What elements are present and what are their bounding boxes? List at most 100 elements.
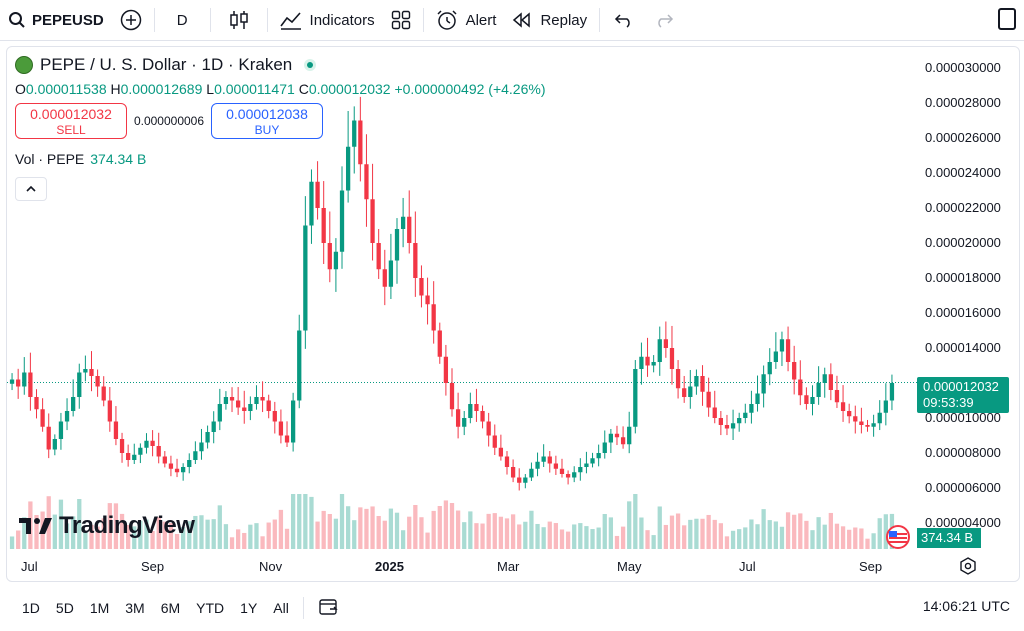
range-1y[interactable]: 1Y (240, 600, 258, 616)
candle-body (297, 330, 302, 401)
candle-body (779, 339, 785, 352)
goto-date-button[interactable] (310, 597, 348, 620)
candle-body (627, 426, 632, 445)
range-5d[interactable]: 5D (55, 600, 74, 616)
rewind-icon (512, 12, 532, 28)
chart-settings-button[interactable] (959, 557, 977, 578)
volume-bar (327, 514, 332, 549)
compare-symbol-button[interactable] (112, 0, 150, 40)
candle-body (602, 442, 607, 453)
volume-bar (792, 514, 797, 549)
volume-bar (370, 506, 375, 549)
candle-body (657, 339, 662, 362)
volume-bar (16, 530, 21, 549)
volume-bar (840, 526, 846, 549)
candle-body (877, 412, 882, 424)
volume-bar (193, 515, 198, 549)
bottom-toolbar: 1D 5D 1M 3M 6M YTD 1Y All 14:06:21 UTC (0, 588, 1024, 628)
alert-label: Alert (465, 11, 497, 29)
volume-bar (773, 521, 778, 549)
volume-bar (614, 535, 620, 549)
volume-bar (504, 518, 510, 549)
layouts-button[interactable] (383, 0, 419, 40)
range-all[interactable]: All (273, 600, 289, 616)
market-open-status-icon[interactable] (304, 59, 317, 71)
volume-bar (315, 521, 320, 549)
candle-body (853, 416, 858, 422)
candles (9, 96, 895, 491)
volume-bar (376, 516, 381, 549)
candle-body (193, 451, 198, 460)
time-tick: Sep (859, 559, 883, 574)
volume-bar (266, 522, 271, 549)
candle-body (810, 397, 815, 404)
candle-body (89, 369, 94, 376)
volume-bar (437, 506, 442, 549)
candle-body (559, 468, 565, 474)
candle-body (333, 251, 339, 270)
chart-pane[interactable]: PEPE / U. S. Dollar · 1D · Kraken O0.000… (6, 46, 1020, 582)
volume-bar (22, 517, 27, 549)
utc-clock[interactable]: 14:06:21 UTC (922, 598, 1010, 614)
candle-body (376, 243, 381, 270)
volume-bar (565, 531, 571, 549)
redo-button[interactable] (644, 0, 684, 40)
chart-type-button[interactable] (215, 0, 263, 40)
candle-body (541, 456, 546, 462)
search-icon (8, 11, 26, 29)
time-tick: May (617, 559, 642, 574)
candle-body (77, 372, 82, 397)
candle-body (413, 243, 418, 278)
volume-bar (71, 516, 76, 549)
high-value: 0.000012689 (120, 81, 203, 97)
alert-button[interactable]: Alert (428, 0, 505, 40)
candle-body (260, 397, 265, 401)
replay-button[interactable]: Replay (504, 0, 595, 40)
volume-bar (480, 523, 485, 549)
candlestick-chart[interactable] (7, 47, 1019, 581)
candle-body (113, 421, 119, 439)
range-6m[interactable]: 6M (160, 600, 181, 616)
volume-bar (358, 507, 363, 549)
volume-bar (162, 521, 167, 549)
range-ytd[interactable]: YTD (196, 600, 225, 616)
time-axis[interactable]: Jul Sep Nov 2025 Mar May Jul Sep (7, 553, 1019, 581)
volume-bar (181, 527, 186, 549)
range-1m[interactable]: 1M (89, 600, 110, 616)
volume-bar (578, 523, 583, 549)
price-tick: 0.000006000 (925, 480, 1001, 495)
candle-body (730, 423, 736, 429)
replay-label: Replay (540, 11, 588, 29)
range-3m[interactable]: 3M (125, 600, 145, 616)
bar-countdown: 09:53:39 (923, 395, 974, 410)
indicators-label: Indicators (309, 11, 375, 29)
volume-bar (89, 525, 94, 549)
candle-body (419, 278, 424, 296)
candle-body (34, 397, 39, 410)
volume-bar (278, 509, 284, 549)
candle-body (290, 400, 296, 443)
candle-body (675, 369, 681, 389)
volume-bar (755, 524, 760, 549)
price-axis[interactable]: 0.000030000 0.000028000 0.000026000 0.00002… (917, 47, 1019, 547)
range-1d[interactable]: 1D (22, 600, 40, 616)
candle-body (608, 433, 614, 443)
collapse-legend-button[interactable] (15, 177, 47, 201)
candle-body (492, 435, 497, 448)
alarm-clock-icon (436, 9, 458, 31)
volume-bar (859, 528, 864, 549)
candle-body (345, 146, 351, 191)
interval-button[interactable]: D (159, 0, 206, 40)
sell-button[interactable]: 0.000012032 SELL (15, 103, 127, 139)
undo-button[interactable] (604, 0, 644, 40)
indicators-button[interactable]: Indicators (272, 0, 383, 40)
symbol-search[interactable]: PEPEUSD (0, 0, 112, 40)
volume-bar (785, 512, 791, 549)
candle-body (767, 362, 772, 375)
buy-button[interactable]: 0.000012038 BUY (211, 103, 323, 139)
candle-body (510, 467, 516, 478)
legend-title-row: PEPE / U. S. Dollar · 1D · Kraken (15, 55, 545, 75)
volume-bar (871, 533, 876, 549)
fullscreen-icon[interactable] (998, 8, 1016, 30)
volume-bar (834, 523, 840, 549)
